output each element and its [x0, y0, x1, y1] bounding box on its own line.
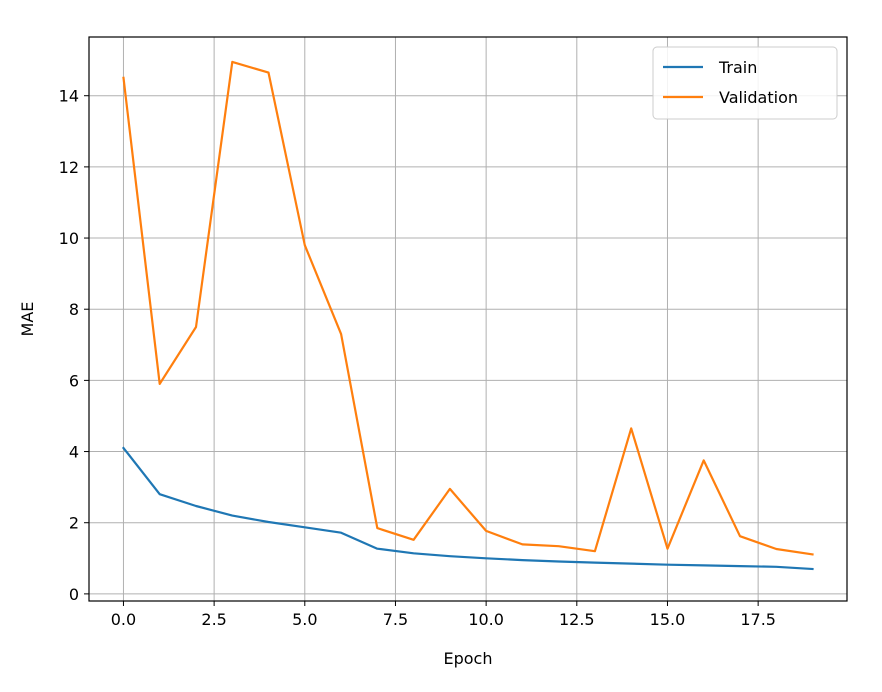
x-tick-label: 2.5	[201, 610, 226, 629]
series-line-validation	[122, 60, 814, 556]
x-tick-label: 0.0	[111, 610, 136, 629]
x-tick-label: 17.5	[740, 610, 776, 629]
y-tick-label: 4	[69, 443, 79, 462]
y-tick-label: 10	[59, 229, 79, 248]
x-tick-label: 7.5	[383, 610, 408, 629]
y-tick-label: 2	[69, 514, 79, 533]
y-tick-label: 12	[59, 158, 79, 177]
axis-ticks: 0.0 2.5 5.0 7.5 10.0 12.5 15.0 17.5 0 2 4 6 8 10 12 14	[59, 87, 776, 629]
x-axis-label: Epoch	[444, 649, 493, 668]
x-tick-label: 5.0	[292, 610, 317, 629]
legend-box	[652, 46, 838, 120]
grid-lines	[89, 37, 847, 601]
x-tick-label: 10.0	[468, 610, 504, 629]
series-lines	[121, 60, 814, 571]
legend-label-validation: Validation	[719, 88, 798, 107]
y-tick-label: 14	[59, 87, 79, 106]
y-tick-label: 6	[69, 371, 79, 390]
x-tick-label: 12.5	[559, 610, 595, 629]
series-line-train	[121, 446, 814, 571]
legend-label-train: Train	[718, 58, 757, 77]
axes-frame	[88, 36, 848, 602]
y-axis-label: MAE	[18, 302, 37, 337]
y-tick-label: 0	[69, 585, 79, 604]
legend: Train Validation	[652, 46, 838, 120]
x-tick-label: 15.0	[650, 610, 686, 629]
y-tick-label: 8	[69, 300, 79, 319]
